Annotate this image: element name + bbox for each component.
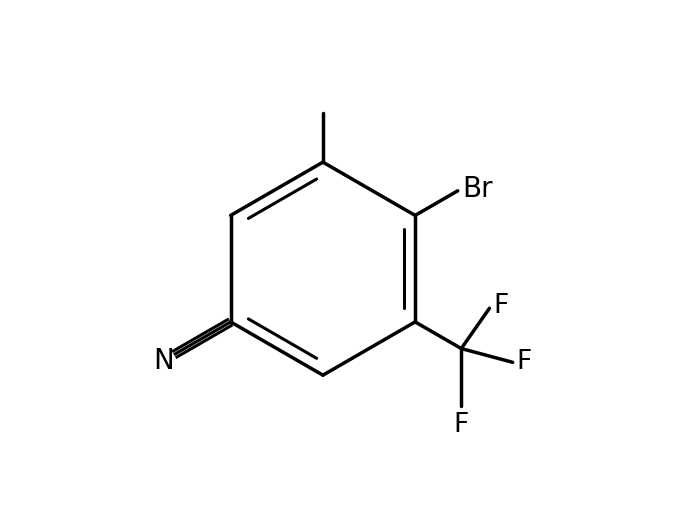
Text: N: N — [153, 347, 174, 375]
Text: F: F — [493, 293, 509, 319]
Text: F: F — [454, 412, 469, 438]
Text: Br: Br — [463, 175, 493, 203]
Text: F: F — [517, 350, 532, 375]
